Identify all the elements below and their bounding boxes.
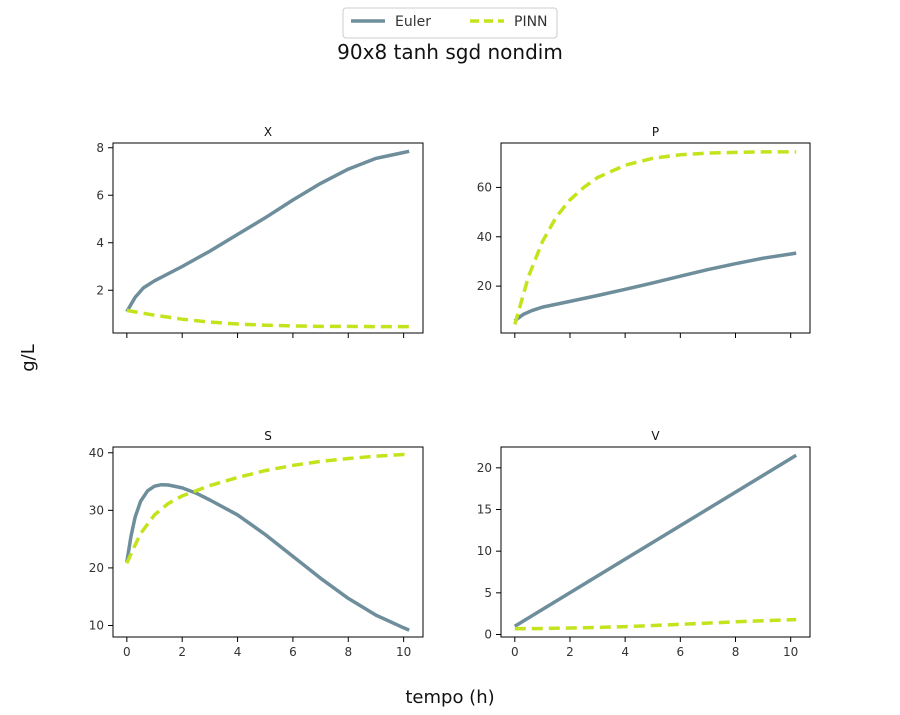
subplot-x: 2 4 6 8 X [96,125,424,338]
subplot-title-v: V [651,429,660,443]
x-tick-label-s-10: 10 [396,645,411,659]
series-line-euler-x [125,149,410,313]
x-tick-label-v-4: 4 [621,645,629,659]
y-tick-label-s-10: 10 [89,618,104,632]
plot-frame-v [500,446,811,638]
series-line-euler-p [513,251,797,323]
subplot-s: 0 2 4 6 8 10 10 20 30 40 S [89,429,424,659]
y-tick-label-s-30: 30 [89,503,104,517]
legend-label-pinn: PINN [514,14,548,30]
subplot-title-s: S [264,429,272,443]
figure-title: 90x8 tanh sgd nondim [337,40,563,64]
series-line-pinn-v [514,617,797,631]
subplot-title-x: X [264,125,272,139]
y-tick-label-v-10: 10 [477,544,492,558]
y-tick-label-p-40: 40 [477,230,492,244]
legend-label-euler: Euler [395,14,431,30]
y-tick-label-x-2: 2 [96,283,104,297]
x-tick-label-s-6: 6 [289,645,297,659]
series-line-pinn-s [125,452,410,565]
y-axis-label: g/L [18,344,39,372]
series-line-pinn-x [126,308,410,329]
x-tick-label-v-2: 2 [566,645,574,659]
series-line-pinn-p [513,150,797,325]
y-tick-label-s-20: 20 [89,561,104,575]
plot-frame-x [112,142,424,334]
x-tick-label-s-4: 4 [234,645,242,659]
y-tick-label-v-20: 20 [477,461,492,475]
series-line-euler-v [513,453,798,628]
y-tick-label-x-4: 4 [96,236,104,250]
x-tick-label-v-6: 6 [677,645,685,659]
y-tick-label-s-40: 40 [89,446,104,460]
y-tick-label-p-20: 20 [477,279,492,293]
y-tick-label-x-8: 8 [96,141,104,155]
plot-frame-p [500,142,811,334]
x-tick-label-v-0: 0 [511,645,519,659]
x-tick-label-s-2: 2 [178,645,186,659]
subplot-p: 20 40 60 P [477,125,811,338]
x-tick-label-s-8: 8 [344,645,352,659]
subplot-grid: 2 4 6 8 X 20 40 60 P 0 2 4 6 8 10 10 20 30 40 S 0 2 4 6 8 10 0 5 10 1… [89,125,811,659]
x-tick-label-v-10: 10 [783,645,798,659]
x-axis-label: tempo (h) [405,687,494,708]
x-tick-label-s-0: 0 [123,645,131,659]
subplot-title-p: P [652,125,659,139]
x-tick-label-v-8: 8 [732,645,740,659]
y-tick-label-p-60: 60 [477,180,492,194]
legend-frame [342,7,558,39]
series-line-euler-s [125,482,410,632]
y-tick-label-v-0: 0 [484,628,492,642]
plot-frame-s [112,446,424,638]
y-tick-label-v-5: 5 [484,586,492,600]
y-tick-label-x-6: 6 [96,188,104,202]
legend: Euler PINN [342,7,558,39]
y-tick-label-v-15: 15 [477,503,492,517]
subplot-v: 0 2 4 6 8 10 0 5 10 15 20 V [477,429,811,659]
